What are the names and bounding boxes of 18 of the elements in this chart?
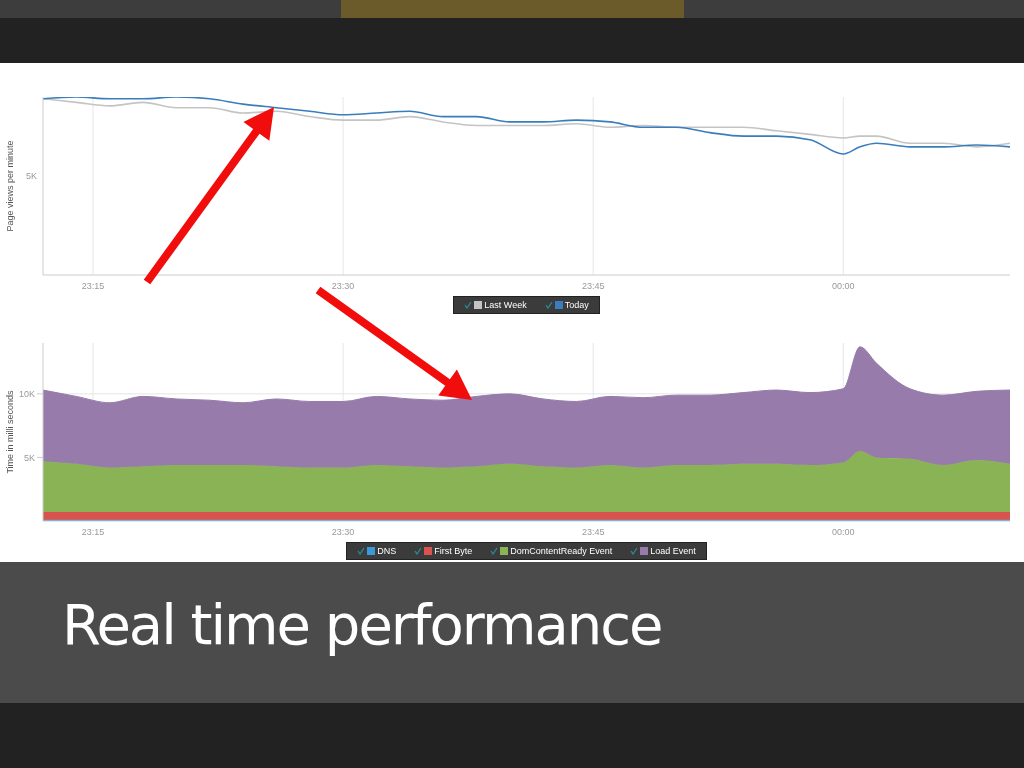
x-tick-label: 00:00 <box>831 527 855 538</box>
legend-label: Load Event <box>650 546 696 556</box>
x-tick-label: 23:15 <box>81 281 105 292</box>
x-tick-label: 23:15 <box>81 527 105 538</box>
legend-label: Last Week <box>484 300 527 310</box>
legend-label: First Byte <box>434 546 473 556</box>
y-tick-label: 10K <box>18 389 35 400</box>
x-tick-label: 23:45 <box>581 527 605 538</box>
x-tick-label: 23:45 <box>581 281 605 292</box>
legend-label: Today <box>564 300 589 310</box>
y-axis-title: Time in milli seconds <box>5 389 16 474</box>
text: Real time performance <box>62 592 662 657</box>
y-axis-title: Page views per minute <box>5 140 16 232</box>
x-tick-label: 23:30 <box>331 527 355 538</box>
legend-label: DomContentReady Event <box>510 546 613 556</box>
legend-label: DNS <box>377 546 397 556</box>
x-tick-label: 00:00 <box>831 281 855 292</box>
x-tick-label: 23:30 <box>331 281 355 292</box>
